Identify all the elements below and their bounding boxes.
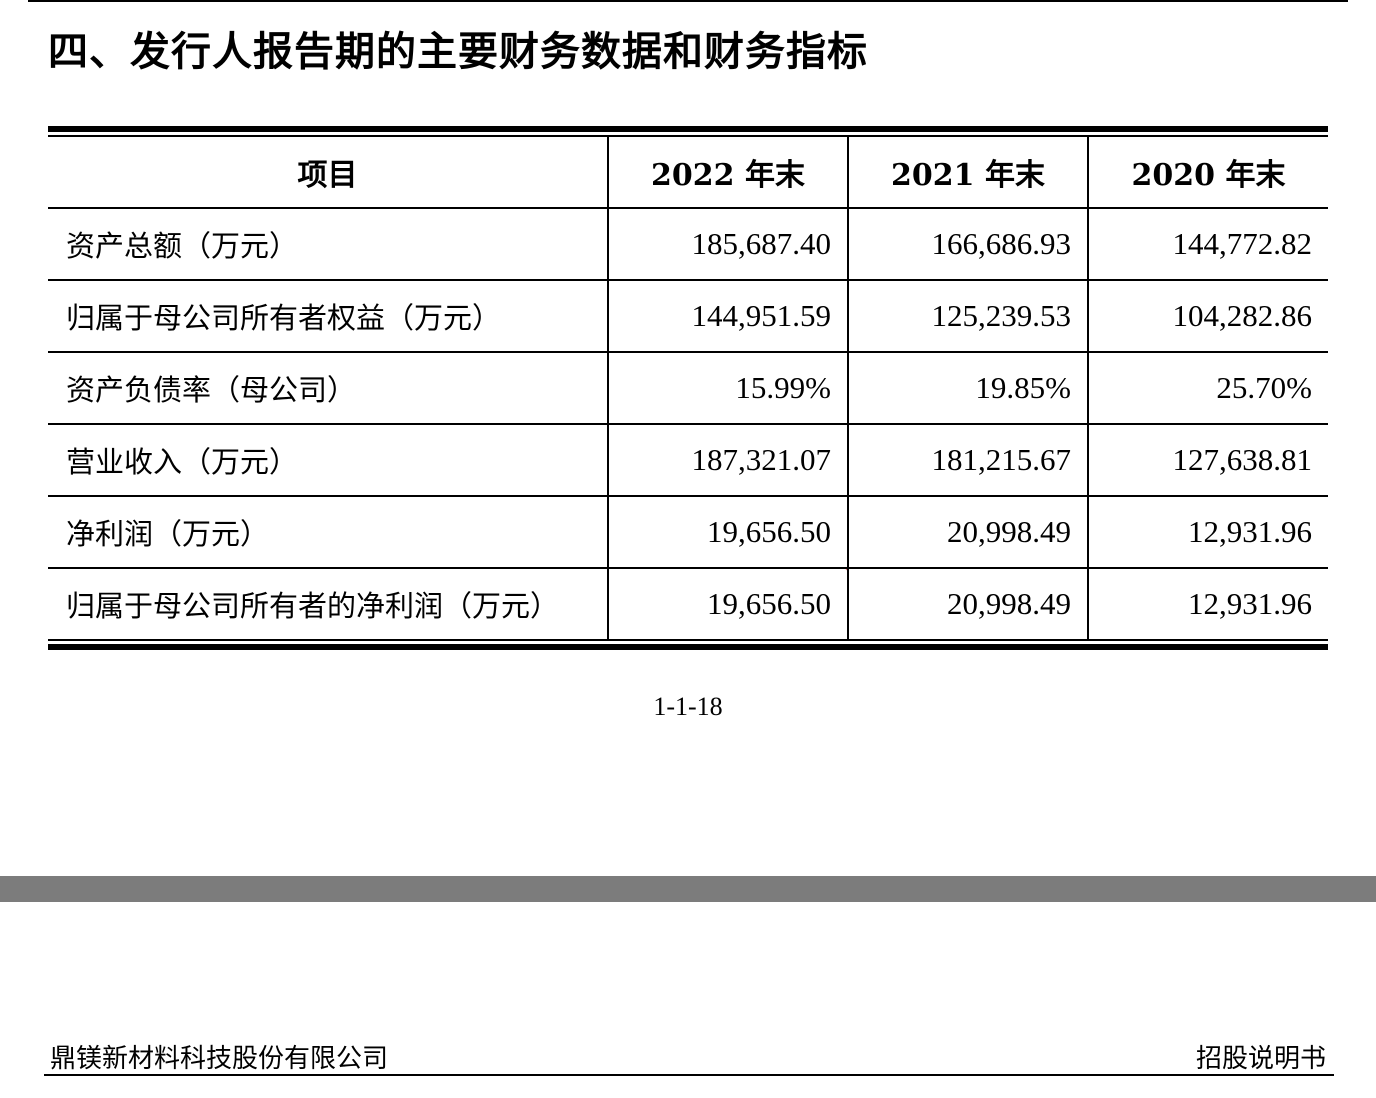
row-label: 净利润（万元）	[48, 496, 609, 569]
table-row-total-assets: 资产总额（万元） 185,687.40 166,686.93 144,772.8…	[48, 208, 1328, 281]
financial-table-container: 项目 2022 年末 2021 年末 2020 年末 资产总额（万元） 185,…	[48, 126, 1328, 650]
cell-2022: 187,321.07	[608, 424, 849, 497]
row-label: 资产负债率（母公司）	[48, 352, 609, 425]
table-top-rule-thick	[48, 126, 1328, 132]
table-top-rule-thin	[48, 135, 1328, 137]
cell-2022: 185,687.40	[608, 208, 849, 281]
footer-line	[44, 1074, 1334, 1076]
cell-2022-highlighted: 19,656.50	[608, 568, 849, 639]
cell-2021: 125,239.53	[848, 280, 1089, 353]
cell-2020: 12,931.96	[1088, 496, 1328, 569]
row-label: 资产总额（万元）	[48, 208, 609, 281]
section-heading: 四、发行人报告期的主要财务数据和财务指标	[48, 29, 868, 75]
footer-document-type: 招股说明书	[1195, 1044, 1326, 1074]
row-label: 归属于母公司所有者的净利润（万元）	[48, 568, 609, 639]
table-row-revenue: 营业收入（万元） 187,321.07 181,215.67 127,638.8…	[48, 424, 1328, 497]
cell-2020: 144,772.82	[1088, 208, 1328, 281]
table-row-debt-ratio: 资产负债率（母公司） 15.99% 19.85% 25.70%	[48, 352, 1328, 425]
page-separator-band	[0, 876, 1376, 902]
top-border-line	[28, 0, 1348, 2]
page-number: 1-1-18	[653, 692, 723, 721]
cell-2020: 25.70%	[1088, 352, 1328, 425]
cell-2022: 15.99%	[608, 352, 849, 425]
table-row-parent-net-profit: 归属于母公司所有者的净利润（万元） 19,656.50 20,998.49 12…	[48, 568, 1328, 639]
cell-2021: 181,215.67	[848, 424, 1089, 497]
row-label: 归属于母公司所有者权益（万元）	[48, 280, 609, 353]
cell-2021: 19.85%	[848, 352, 1089, 425]
table-bottom-rule-thick	[48, 644, 1328, 650]
cell-2020: 127,638.81	[1088, 424, 1328, 497]
header-2020: 2020 年末	[1088, 137, 1328, 209]
header-item: 项目	[48, 137, 609, 209]
table-row-parent-equity: 归属于母公司所有者权益（万元） 144,951.59 125,239.53 10…	[48, 280, 1328, 353]
cell-2020: 12,931.96	[1188, 586, 1312, 621]
cell-2022-value: 19,656.50	[707, 586, 831, 621]
row-label: 营业收入（万元）	[48, 424, 609, 497]
table-header-row: 项目 2022 年末 2021 年末 2020 年末	[48, 137, 1328, 209]
cell-2020: 104,282.86	[1088, 280, 1328, 353]
cell-2022: 19,656.50	[608, 496, 849, 569]
cell-2021: 166,686.93	[848, 208, 1089, 281]
footer-company-name: 鼎镁新材料科技股份有限公司	[50, 1044, 389, 1074]
cell-2022: 144,951.59	[608, 280, 849, 353]
financial-table: 项目 2022 年末 2021 年末 2020 年末 资产总额（万元） 185,…	[48, 137, 1328, 639]
table-bottom-rule-thin	[48, 639, 1328, 641]
header-2022: 2022 年末	[608, 137, 849, 209]
table-row-net-profit: 净利润（万元） 19,656.50 20,998.49 12,931.96	[48, 496, 1328, 569]
cell-2021: 20,998.49	[848, 496, 1089, 569]
cell-2021: 20,998.49	[848, 568, 1089, 639]
header-2021: 2021 年末	[848, 137, 1089, 209]
